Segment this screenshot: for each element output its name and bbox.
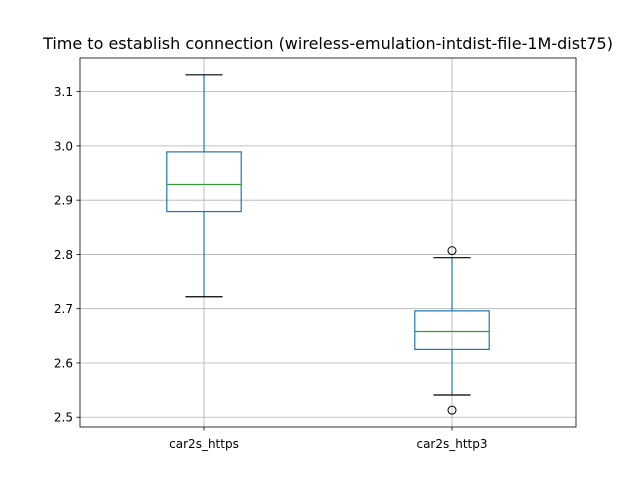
iqr-box — [166, 151, 242, 213]
x-tick-label: car2s_https — [169, 437, 239, 451]
grid-lines — [80, 58, 576, 427]
box-car2s_http3 — [414, 246, 490, 415]
outlier-point — [447, 246, 457, 256]
y-tick-label: 2.9 — [54, 194, 73, 208]
box-plots — [166, 74, 490, 415]
y-tick-label: 2.8 — [54, 248, 73, 262]
chart-title: Time to establish connection (wireless-e… — [42, 34, 613, 53]
outlier-point — [447, 405, 457, 415]
y-tick-label: 2.5 — [54, 411, 73, 425]
y-tick-label: 2.6 — [54, 356, 73, 370]
box-car2s_https — [166, 74, 242, 298]
x-tick-label: car2s_http3 — [416, 437, 487, 451]
x-axis: car2s_https car2s_http3 — [169, 427, 488, 451]
y-axis: 2.5 2.6 2.7 2.8 2.9 3.0 3.1 — [54, 85, 80, 425]
y-tick-label: 2.7 — [54, 302, 73, 316]
y-tick-label: 3.0 — [54, 139, 73, 153]
y-tick-label: 3.1 — [54, 85, 73, 99]
iqr-box — [414, 310, 490, 351]
plot-area-frame — [79, 57, 577, 428]
